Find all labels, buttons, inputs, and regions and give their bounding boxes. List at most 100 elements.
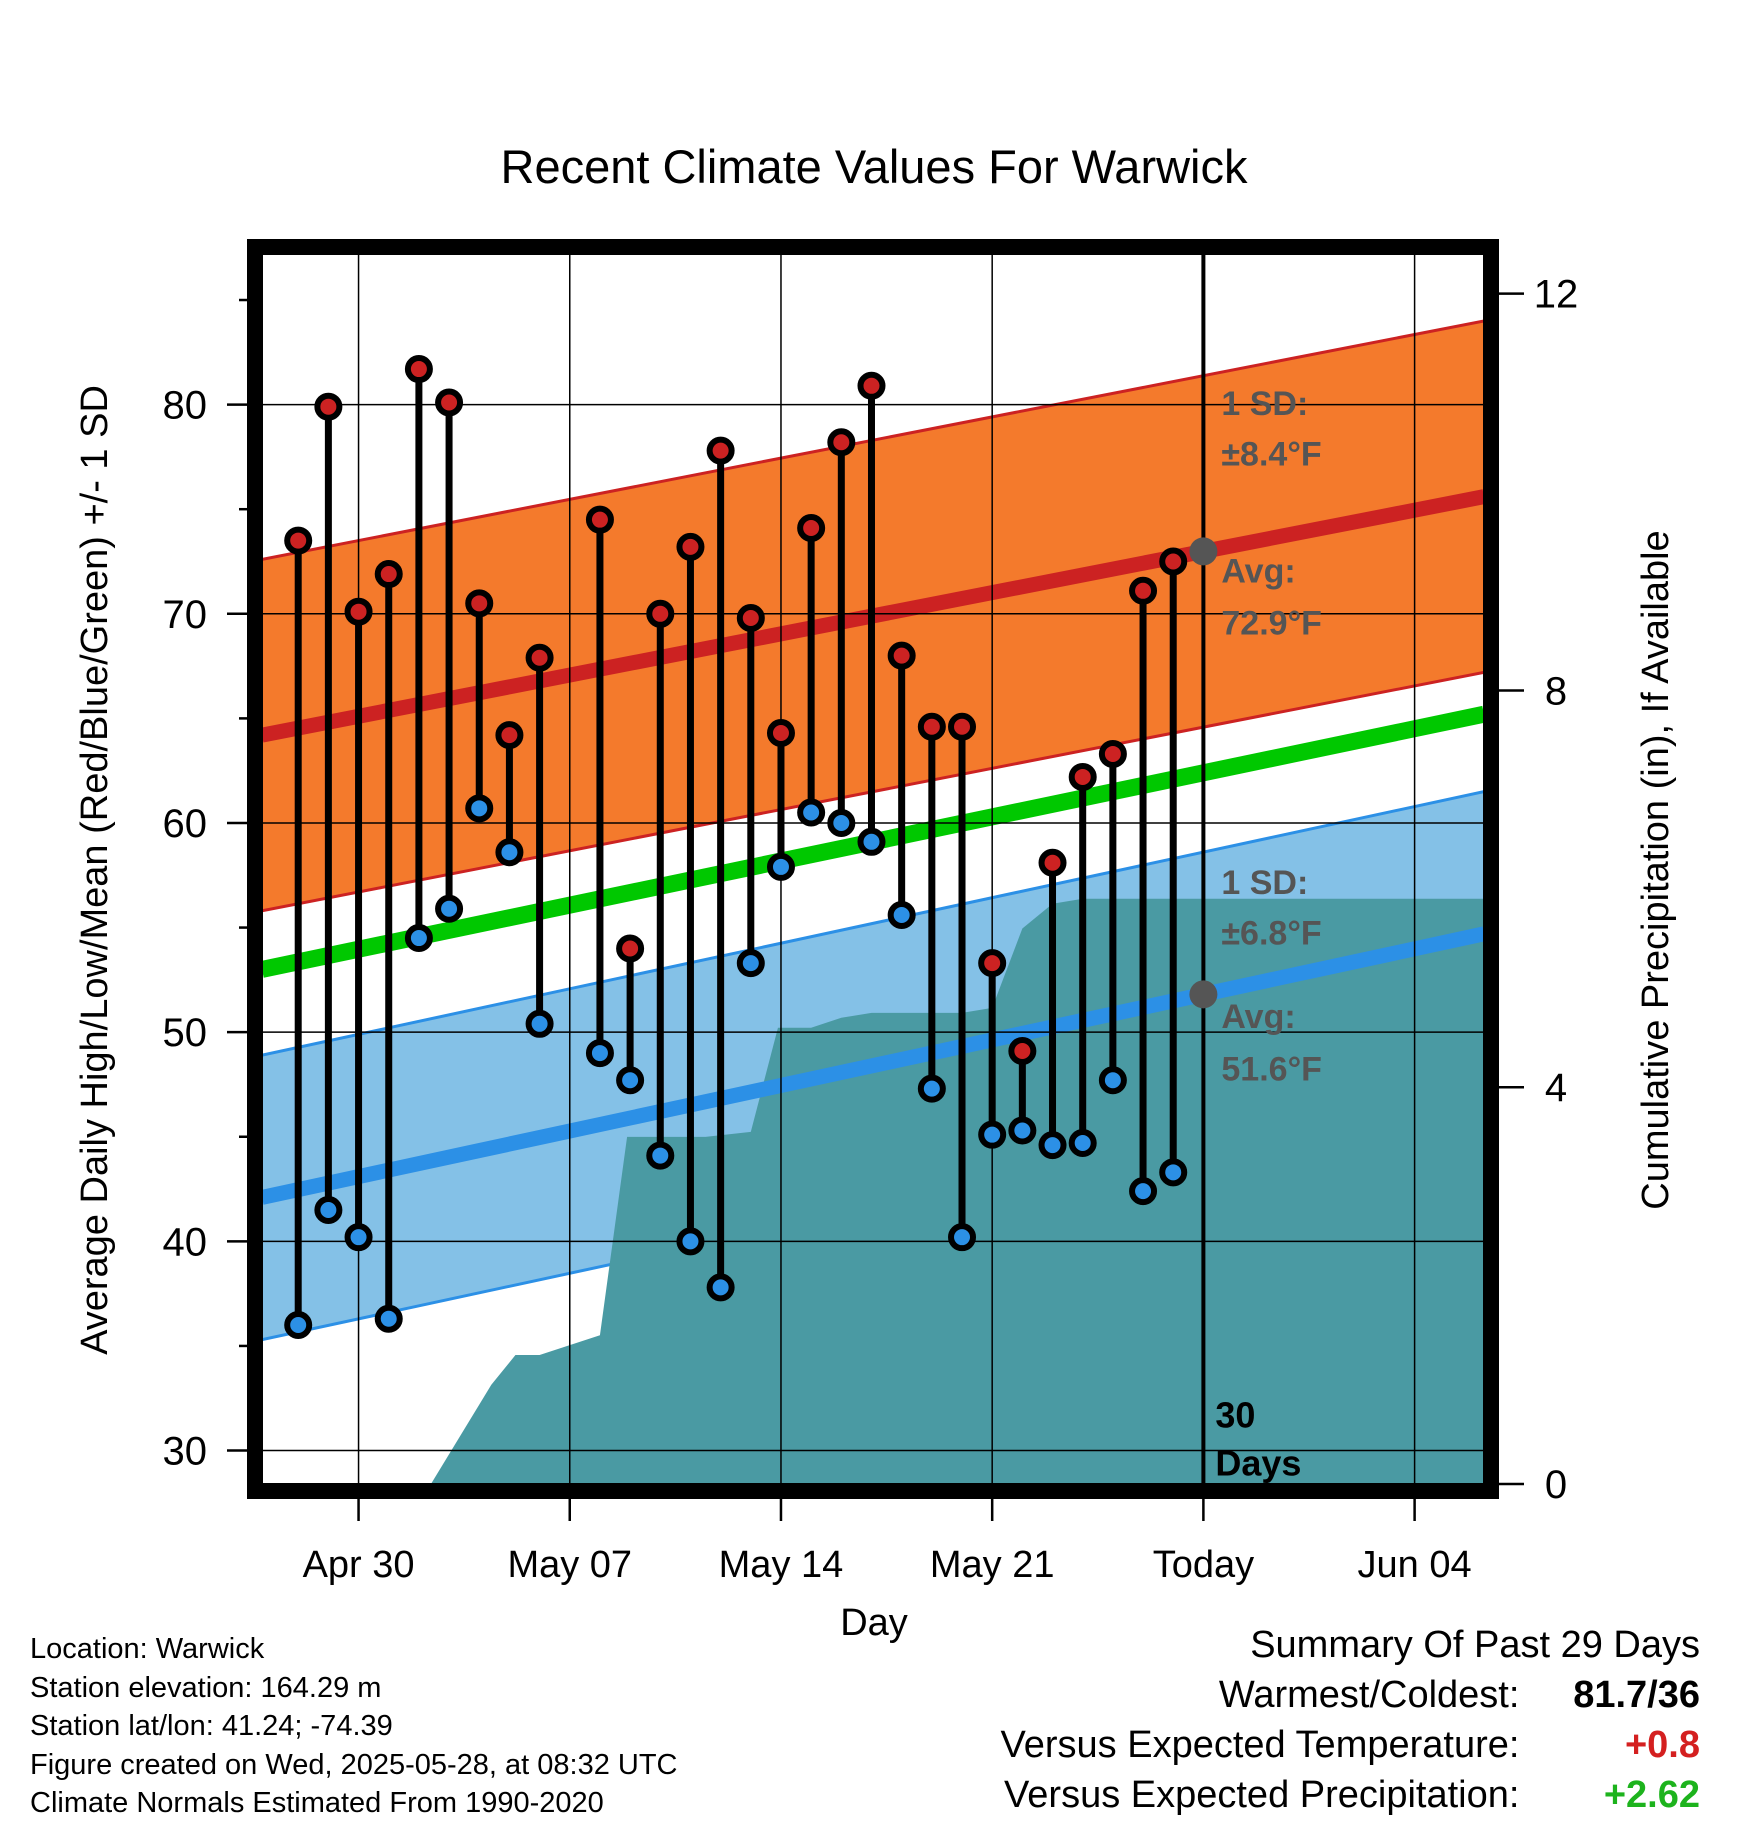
daily-low-point (1068, 1129, 1097, 1158)
daily-high-point (374, 560, 403, 589)
daily-high-point (344, 597, 373, 626)
daily-high-point (404, 355, 433, 384)
low-sd-value: ±6.8°F (1221, 914, 1321, 952)
daily-low-point (766, 852, 795, 881)
y-tick-label: 70 (163, 593, 208, 637)
daily-low-point (827, 808, 856, 837)
daily-low-point (585, 1039, 614, 1068)
daily-high-point (948, 712, 977, 741)
daily-low-point (404, 924, 433, 953)
daily-high-point (706, 436, 735, 465)
daily-low-point (344, 1223, 373, 1252)
warmest-coldest-value: 81.7/36 (1573, 1674, 1700, 1716)
low-sd-label: 1 SD: (1221, 864, 1308, 902)
daily-low-point (284, 1311, 313, 1340)
daily-low-point (1038, 1131, 1067, 1160)
created-text: Figure created on Wed, 2025-05-28, at 08… (30, 1748, 678, 1781)
daily-low-point (736, 949, 765, 978)
x-tick-label: Jun 04 (1358, 1544, 1472, 1586)
daily-high-point (495, 721, 524, 750)
today-high-avg-marker (1189, 537, 1218, 566)
warmest-coldest-row: Warmest/Coldest: 81.7/36 (1001, 1670, 1700, 1720)
daily-high-point (1159, 547, 1188, 576)
latlon-text: Station lat/lon: 41.24; -74.39 (30, 1710, 393, 1742)
daily-high-point (978, 949, 1007, 978)
summary-title: Summary Of Past 29 Days (1250, 1624, 1700, 1666)
daily-low-point (1008, 1116, 1037, 1145)
x-tick-label: Apr 30 (303, 1544, 415, 1586)
daily-low-point (525, 1009, 554, 1038)
daily-low-point (314, 1195, 343, 1224)
station-info: Location: Warwick Station elevation: 164… (30, 1630, 678, 1823)
temp-departure-label: Versus Expected Temperature: (1000, 1724, 1520, 1766)
daily-low-point (978, 1120, 1007, 1149)
daily-low-point (1098, 1066, 1127, 1095)
precip-area (430, 898, 1484, 1484)
y-axis-label: Average Daily High/Low/Mean (Red/Blue/Gr… (74, 385, 116, 1355)
daily-high-point (1129, 576, 1158, 605)
y-tick-label: 40 (163, 1220, 208, 1264)
days-count-word: Days (1215, 1443, 1301, 1484)
daily-low-point (948, 1223, 977, 1252)
daily-low-point (1129, 1177, 1158, 1206)
summary-panel: Summary Of Past 29 Days Warmest/Coldest:… (1001, 1620, 1700, 1820)
high-avg-label: Avg: (1221, 552, 1295, 590)
chart-title: Recent Climate Values For Warwick (501, 140, 1248, 193)
daily-low-point (435, 894, 464, 923)
daily-low-point (887, 901, 916, 930)
y2-tick-label: 12 (1534, 273, 1579, 317)
daily-low-point (1159, 1158, 1188, 1187)
low-sd-band-upper-edge (262, 790, 1484, 1057)
x-tick-label: May 14 (719, 1544, 844, 1586)
x-tick-label: May 07 (507, 1544, 632, 1586)
y2-axis-label: Cumulative Precipitation (in), If Availa… (1635, 530, 1677, 1209)
daily-high-point (827, 428, 856, 457)
high-avg-value: 72.9°F (1221, 605, 1322, 643)
high-sd-value: ±8.4°F (1221, 435, 1321, 473)
warmest-coldest-label: Warmest/Coldest: (1218, 1674, 1520, 1716)
daily-low-point (495, 838, 524, 867)
daily-high-point (766, 719, 795, 748)
x-axis-label: Day (840, 1602, 908, 1644)
daily-low-point (646, 1141, 675, 1170)
daily-low-point (917, 1074, 946, 1103)
daily-low-point (465, 794, 494, 823)
daily-low-point (797, 798, 826, 827)
daily-low-point (857, 827, 886, 856)
y-tick-label: 30 (163, 1430, 208, 1474)
daily-high-point (857, 371, 886, 400)
precip-departure-row: Versus Expected Precipitation: +2.62 (1001, 1770, 1700, 1820)
y-tick-label: 60 (163, 802, 208, 846)
location-text: Location: Warwick (30, 1633, 265, 1665)
daily-high-point (797, 514, 826, 543)
y2-tick-label: 8 (1545, 669, 1567, 713)
daily-high-point (1068, 762, 1097, 791)
daily-high-point (1098, 739, 1127, 768)
temp-departure-row: Versus Expected Temperature: +0.8 (1001, 1720, 1700, 1770)
daily-high-point (1038, 848, 1067, 877)
daily-high-point (917, 712, 946, 741)
daily-high-point (676, 532, 705, 561)
daily-high-point (887, 641, 916, 670)
daily-high-point (525, 643, 554, 672)
precip-departure-label: Versus Expected Precipitation: (1004, 1774, 1520, 1816)
normals-text: Climate Normals Estimated From 1990-2020 (30, 1787, 604, 1819)
days-count-number: 30 (1215, 1395, 1255, 1436)
elevation-text: Station elevation: 164.29 m (30, 1671, 382, 1704)
daily-high-point (284, 526, 313, 555)
low-avg-label: Avg: (1221, 998, 1295, 1036)
daily-high-point (314, 392, 343, 421)
daily-low-point (676, 1227, 705, 1256)
precip-departure-value: +2.62 (1603, 1774, 1700, 1816)
daily-high-point (435, 388, 464, 417)
normal-low-line (262, 926, 1484, 1205)
high-sd-label: 1 SD: (1221, 385, 1308, 423)
daily-high-point (465, 589, 494, 618)
daily-high-point (616, 934, 645, 963)
y-tick-label: 80 (163, 384, 208, 428)
plot-frame (247, 239, 1499, 1499)
daily-low-point (374, 1304, 403, 1333)
low-avg-value: 51.6°F (1221, 1050, 1322, 1088)
y2-tick-label: 0 (1545, 1463, 1567, 1507)
